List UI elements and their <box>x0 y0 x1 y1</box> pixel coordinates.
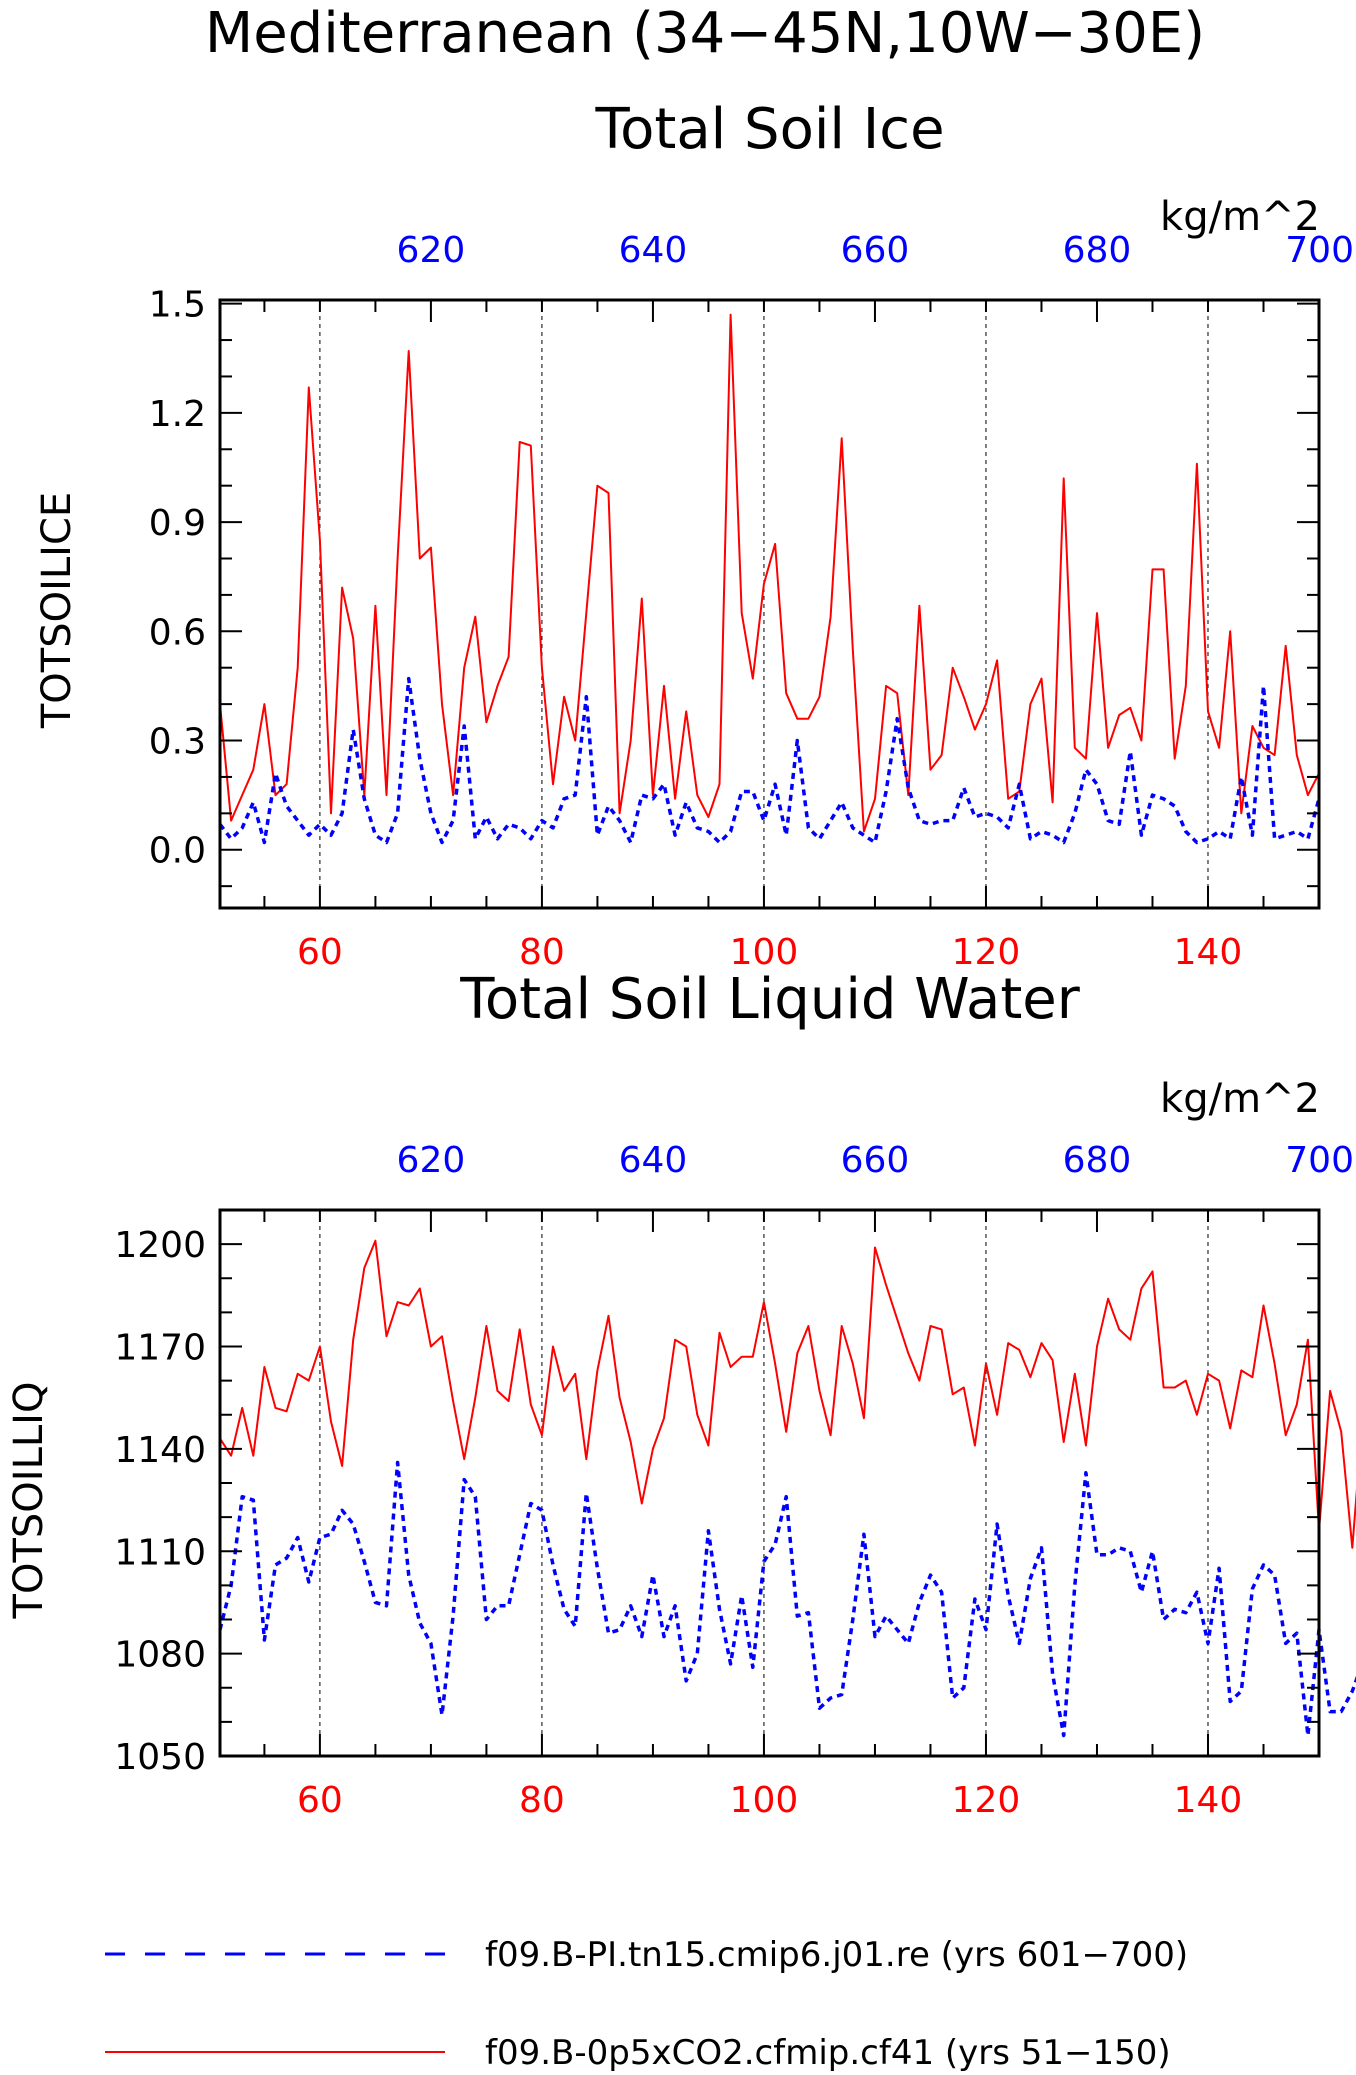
soil-ice-plot-area: 60 80 100 120 140 620 640 660 680 700 0.0 0.3 0.6 0.9… <box>149 230 1354 973</box>
soil-ice-title: Total Soil Ice <box>594 97 944 162</box>
series-line-blue <box>218 676 1321 845</box>
plot-frame <box>218 298 1321 910</box>
y-tick-label: 1050 <box>114 1737 206 1778</box>
y-tick-label: 1200 <box>114 1225 206 1266</box>
x-tick-label-top: 660 <box>841 1140 910 1181</box>
x-tick-label-bottom: 80 <box>519 932 565 973</box>
series-line-blue <box>218 1460 1356 1738</box>
x-tick-label-bottom: 60 <box>297 932 343 973</box>
y-tick-label: 0.0 <box>149 831 206 872</box>
x-tick-label-bottom: 120 <box>952 1780 1021 1821</box>
x-tick-label-top: 640 <box>619 1140 688 1181</box>
legend-label-blue: f09.B-PI.tn15.cmip6.j01.re (yrs 601−700) <box>485 1935 1188 1975</box>
soil-liquid-panel: Total Soil Liquid Water kg/m^2 TOTSOILLI… <box>6 967 1356 1821</box>
y-tick-label: 0.9 <box>149 503 206 544</box>
x-tick-label-bottom: 60 <box>297 1780 343 1821</box>
x-tick-label-top: 620 <box>397 230 466 271</box>
x-tick-label-bottom: 120 <box>952 932 1021 973</box>
soil-liquid-units: kg/m^2 <box>1160 1076 1320 1122</box>
soil-ice-units: kg/m^2 <box>1160 194 1320 240</box>
y-tick-label: 1.2 <box>149 394 206 435</box>
y-tick-label: 1080 <box>114 1635 206 1676</box>
soil-ice-ylabel: TOTSOILICE <box>34 492 80 729</box>
x-tick-label-top: 680 <box>1063 230 1132 271</box>
soil-ice-panel: Total Soil Ice kg/m^2 TOTSOILICE 60 80 100… <box>34 97 1354 973</box>
series-line-red <box>219 1239 1356 1549</box>
y-tick-label: 0.6 <box>149 612 206 653</box>
figure-title: Mediterranean (34−45N,10W−30E) <box>205 1 1205 66</box>
x-tick-label-top: 680 <box>1063 1140 1132 1181</box>
soil-liquid-plot-area: 60 80 100 120 140 620 640 660 680 700 1050 1080 1110… <box>114 1140 1356 1821</box>
x-tick-label-bottom: 100 <box>730 1780 799 1821</box>
x-tick-label-top: 700 <box>1285 1140 1354 1181</box>
legend-label-red: f09.B-0p5xCO2.cfmip.cf41 (yrs 51−150) <box>485 2033 1171 2073</box>
y-tick-label: 1.5 <box>149 285 206 326</box>
x-tick-label-top: 620 <box>397 1140 466 1181</box>
x-tick-label-top: 700 <box>1285 230 1354 271</box>
x-tick-label-bottom: 80 <box>519 1780 565 1821</box>
x-tick-label-bottom: 140 <box>1174 1780 1243 1821</box>
x-tick-label-bottom: 100 <box>730 932 799 973</box>
soil-liquid-title: Total Soil Liquid Water <box>459 967 1081 1032</box>
legend: f09.B-PI.tn15.cmip6.j01.re (yrs 601−700)… <box>105 1935 1188 2073</box>
x-tick-label-bottom: 140 <box>1174 932 1243 973</box>
x-tick-label-top: 640 <box>619 230 688 271</box>
series-line-red <box>219 313 1320 833</box>
y-tick-label: 1110 <box>114 1532 206 1573</box>
soil-liquid-ylabel: TOTSOILLIQ <box>6 1382 52 1620</box>
y-tick-label: 0.3 <box>149 722 206 763</box>
y-tick-label: 1170 <box>114 1328 206 1369</box>
y-tick-label: 1140 <box>114 1430 206 1471</box>
x-tick-label-top: 660 <box>841 230 910 271</box>
